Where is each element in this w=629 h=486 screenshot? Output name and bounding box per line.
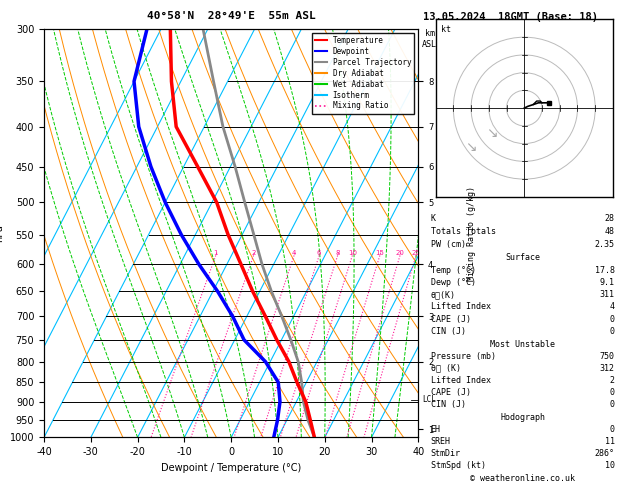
- Text: Hodograph: Hodograph: [500, 413, 545, 422]
- Text: Totals Totals: Totals Totals: [431, 227, 496, 236]
- Text: K: K: [431, 214, 436, 223]
- Text: SREH: SREH: [431, 437, 451, 446]
- Text: 2.35: 2.35: [594, 240, 615, 249]
- Text: 750: 750: [599, 352, 615, 361]
- Text: 0: 0: [610, 327, 615, 336]
- Text: Temp (°C): Temp (°C): [431, 266, 476, 275]
- Text: 311: 311: [599, 290, 615, 299]
- Text: 9.1: 9.1: [599, 278, 615, 287]
- Text: CAPE (J): CAPE (J): [431, 314, 470, 324]
- Text: 20: 20: [396, 250, 404, 256]
- Text: Lifted Index: Lifted Index: [431, 302, 491, 312]
- Text: StmSpd (kt): StmSpd (kt): [431, 461, 486, 470]
- Text: 13.05.2024  18GMT (Base: 18): 13.05.2024 18GMT (Base: 18): [423, 12, 598, 22]
- Text: Lifted Index: Lifted Index: [431, 376, 491, 385]
- Text: θᴇ(K): θᴇ(K): [431, 290, 455, 299]
- Text: 17.8: 17.8: [594, 266, 615, 275]
- Text: LCL: LCL: [422, 395, 436, 404]
- Text: 0: 0: [610, 314, 615, 324]
- X-axis label: Dewpoint / Temperature (°C): Dewpoint / Temperature (°C): [161, 463, 301, 473]
- Text: kt: kt: [441, 25, 451, 34]
- Text: CIN (J): CIN (J): [431, 400, 465, 409]
- Text: 0: 0: [610, 400, 615, 409]
- Text: Mixing Ratio (g/kg): Mixing Ratio (g/kg): [467, 186, 476, 281]
- Text: 25: 25: [411, 250, 420, 256]
- Text: km
ASL: km ASL: [422, 29, 437, 49]
- Text: 1: 1: [213, 250, 218, 256]
- Text: 15: 15: [376, 250, 384, 256]
- Text: 10: 10: [348, 250, 357, 256]
- Text: CAPE (J): CAPE (J): [431, 388, 470, 397]
- Text: 11: 11: [604, 437, 615, 446]
- Text: 28: 28: [604, 214, 615, 223]
- Text: 40°58'N  28°49'E  55m ASL: 40°58'N 28°49'E 55m ASL: [147, 11, 316, 21]
- Text: Most Unstable: Most Unstable: [490, 340, 555, 349]
- Text: StmDir: StmDir: [431, 449, 460, 458]
- Text: 0: 0: [610, 388, 615, 397]
- Text: 8: 8: [335, 250, 340, 256]
- Text: 48: 48: [604, 227, 615, 236]
- Text: 2: 2: [610, 376, 615, 385]
- Text: EH: EH: [431, 425, 441, 434]
- Text: 4: 4: [610, 302, 615, 312]
- Text: 4: 4: [292, 250, 296, 256]
- Text: © weatheronline.co.uk: © weatheronline.co.uk: [470, 474, 575, 483]
- Text: 2: 2: [252, 250, 256, 256]
- Text: Dewp (°C): Dewp (°C): [431, 278, 476, 287]
- Text: PW (cm): PW (cm): [431, 240, 465, 249]
- Legend: Temperature, Dewpoint, Parcel Trajectory, Dry Adiabat, Wet Adiabat, Isotherm, Mi: Temperature, Dewpoint, Parcel Trajectory…: [312, 33, 415, 114]
- Text: 6: 6: [317, 250, 321, 256]
- Text: 286°: 286°: [594, 449, 615, 458]
- Text: 312: 312: [599, 364, 615, 373]
- Y-axis label: hPa: hPa: [0, 225, 4, 242]
- Text: Surface: Surface: [505, 254, 540, 262]
- Text: 10: 10: [604, 461, 615, 470]
- Text: 0: 0: [610, 425, 615, 434]
- Text: θᴇ (K): θᴇ (K): [431, 364, 460, 373]
- Text: ↘: ↘: [486, 126, 498, 140]
- Text: Pressure (mb): Pressure (mb): [431, 352, 496, 361]
- Text: CIN (J): CIN (J): [431, 327, 465, 336]
- Text: ↘: ↘: [465, 140, 477, 154]
